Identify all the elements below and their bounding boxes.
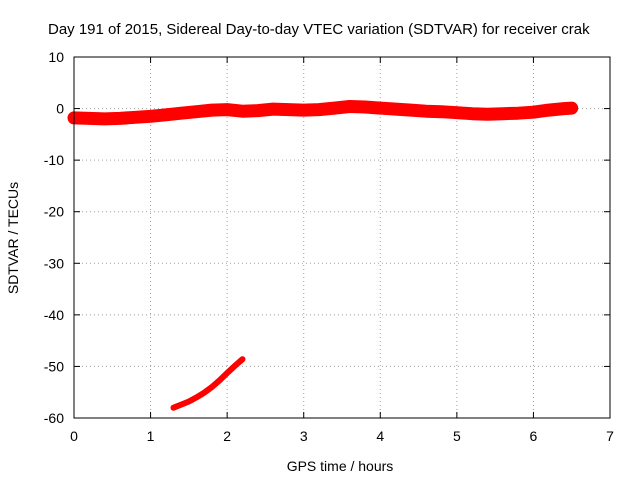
series-line-2 [170,356,246,411]
x-tick-label: 6 [530,428,538,444]
x-tick-label: 5 [453,428,461,444]
y-tick-label: 10 [48,49,64,65]
y-tick-label: -20 [44,204,64,220]
series-layer [67,100,579,411]
x-tick-label: 4 [376,428,384,444]
y-tick-label: -50 [44,358,64,374]
x-tick-label: 3 [300,428,308,444]
x-tick-label: 1 [147,428,155,444]
chart-title: Day 191 of 2015, Sidereal Day-to-day VTE… [48,21,590,38]
x-tick-label: 0 [70,428,78,444]
y-tick-label: 0 [56,101,64,117]
y-tick-label: -10 [44,152,64,168]
y-tick-label: -60 [44,410,64,426]
x-tick-label: 2 [223,428,231,444]
x-tick-label: 7 [606,428,614,444]
y-tick-label: -40 [44,307,64,323]
series-line-1 [67,100,579,126]
axis-ticks: 0 1 2 3 4 5 6 7 -60 -50 -40 -30 -20 -10 0 10 [44,49,614,444]
plot-frame [73,56,611,419]
y-tick-label: -30 [44,255,64,271]
y-axis-label: SDTVAR / TECUs [5,182,21,294]
x-axis-label: GPS time / hours [287,458,394,474]
